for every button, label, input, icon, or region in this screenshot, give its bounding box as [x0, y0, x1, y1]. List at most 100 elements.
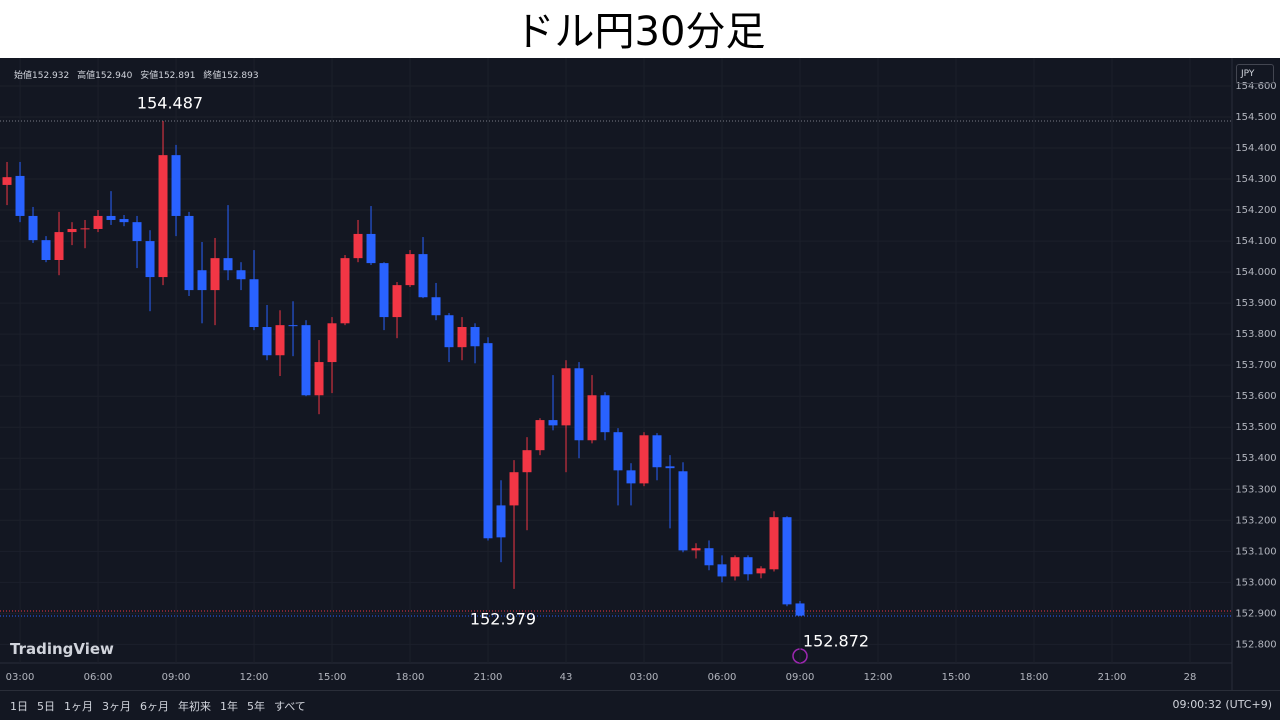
candle-body [470, 327, 480, 347]
y-tick-label: 152.900 [1235, 608, 1276, 619]
candle-body [54, 232, 64, 261]
y-tick-label: 154.100 [1235, 236, 1276, 247]
candle-body [106, 215, 116, 220]
candle-body [678, 471, 688, 551]
currency-select[interactable]: JPY [1236, 64, 1274, 84]
y-tick-label: 153.900 [1235, 298, 1276, 309]
logo: TradingView [10, 640, 114, 658]
annotation: 152.872 [803, 632, 869, 651]
candle-body [704, 548, 714, 566]
candle-body [15, 175, 25, 216]
candle-body [314, 362, 324, 396]
candle-body [626, 470, 636, 484]
candle-body [639, 435, 649, 484]
candle-body [366, 233, 376, 264]
candle-body [652, 435, 662, 468]
candle-body [223, 258, 233, 271]
candle-body [522, 450, 532, 473]
chart: 152.800 152.900 153.000 153.100 153.200 153.3… [0, 58, 1277, 690]
candle-body [288, 325, 298, 327]
y-tick-label: 153.600 [1235, 391, 1276, 402]
label: 高値 [77, 71, 96, 81]
x-tick-label: 12:00 [864, 672, 893, 683]
y-tick-label: 153.400 [1235, 453, 1276, 464]
range-buttons: 1日 5日 1ヶ月 3ヶ月 6ヶ月 年初来 1年 5年 すべて [10, 698, 315, 714]
candle-body [28, 215, 38, 241]
x-tick-label: 18:00 [396, 672, 425, 683]
candle-body [80, 228, 90, 230]
x-tick-label: 09:00 [786, 672, 815, 683]
annotation: 152.979 [470, 610, 536, 629]
candle-body [158, 155, 168, 278]
page-title: ドル円30分足 [0, 0, 1280, 58]
x-tick-label: 15:00 [318, 672, 347, 683]
x-tick-label: 09:00 [162, 672, 191, 683]
trading-app [0, 58, 1280, 720]
y-tick-label: 153.200 [1235, 515, 1276, 526]
label: 始値 [14, 71, 33, 81]
candle-body [483, 343, 493, 539]
range-button[interactable]: 1年 [220, 700, 238, 713]
x-tick-label: 03:00 [6, 672, 35, 683]
candle-body [262, 327, 272, 356]
candle-body [587, 395, 597, 441]
candle-body [41, 240, 51, 261]
candle-body [275, 325, 285, 356]
label: 安値 [140, 71, 159, 81]
candle-body [145, 241, 155, 278]
x-tick-label: 21:00 [1098, 672, 1127, 683]
x-tick-label: 15:00 [942, 672, 971, 683]
candle-body [353, 233, 363, 259]
y-tick-label: 152.800 [1235, 639, 1276, 650]
value: 152.893 [221, 71, 259, 81]
range-button[interactable]: 1日 [10, 700, 28, 713]
x-tick-label: 06:00 [708, 672, 737, 683]
candle-body [444, 315, 454, 348]
candle-body [782, 517, 792, 605]
y-tick-label: 153.300 [1235, 484, 1276, 495]
candle-body [457, 327, 467, 348]
candle-body [392, 285, 402, 318]
candle-body [600, 395, 610, 433]
candle-body [548, 420, 558, 426]
candle-body [379, 263, 389, 318]
range-button[interactable]: すべて [274, 700, 306, 713]
range-button[interactable]: 1ヶ月 [64, 700, 93, 713]
x-tick-label: 03:00 [630, 672, 659, 683]
candle-body [119, 219, 129, 223]
range-button[interactable]: 6ヶ月 [140, 700, 169, 713]
x-tick-label: 28 [1184, 672, 1197, 683]
candle-body [730, 557, 740, 577]
value: 152.940 [95, 71, 133, 81]
candle-body [717, 564, 727, 577]
candle-body [93, 215, 103, 229]
y-tick-label: 154.600 [1235, 81, 1276, 92]
y-tick-label: 154.200 [1235, 205, 1276, 216]
candle-body [340, 258, 350, 324]
y-tick-label: 153.700 [1235, 360, 1276, 371]
candle-body [171, 155, 181, 216]
candle-body [249, 279, 259, 328]
range-button[interactable]: 年初来 [178, 700, 211, 713]
candle-body [236, 270, 246, 280]
ohlc-header: 始値152.932 高値152.940 安値152.891 終値152.893 [14, 68, 264, 81]
y-tick-label: 154.000 [1235, 267, 1276, 278]
x-tick-label: 18:00 [1020, 672, 1049, 683]
candle-body [665, 466, 675, 469]
candle-body [327, 323, 337, 363]
range-button[interactable]: 5日 [37, 700, 55, 713]
candle-body [418, 254, 428, 298]
candle-body [691, 548, 701, 551]
candle-body [496, 505, 506, 538]
y-tick-label: 154.500 [1235, 112, 1276, 123]
value: 152.932 [32, 71, 70, 81]
annotation: 154.487 [137, 94, 203, 113]
candle-body [431, 297, 441, 316]
range-button[interactable]: 5年 [247, 700, 265, 713]
y-tick-label: 153.500 [1235, 422, 1276, 433]
candle-body [743, 557, 753, 575]
x-tick-label: 06:00 [84, 672, 113, 683]
candle-body [574, 368, 584, 441]
range-button[interactable]: 3ヶ月 [102, 700, 131, 713]
candle-body [756, 568, 766, 574]
